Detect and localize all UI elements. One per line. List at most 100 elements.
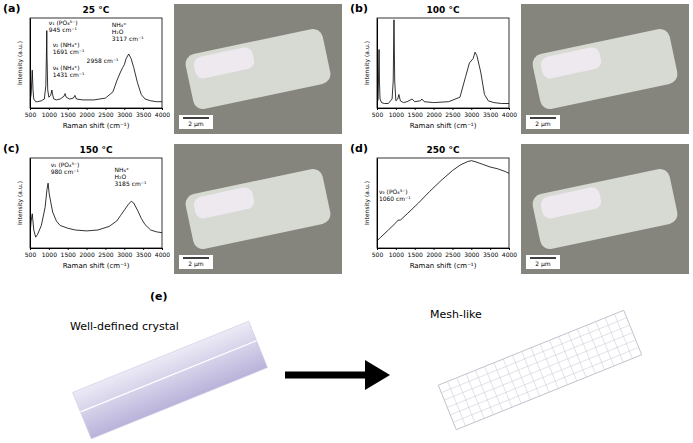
micrograph-background: [521, 4, 689, 134]
x-axis: 500 1000 15002000 2500 3000 3500 4000: [372, 248, 518, 258]
x-tick: 1500: [408, 108, 423, 118]
crystal-highlight: [539, 46, 602, 80]
x-tick-label: 2000: [426, 251, 441, 258]
y-axis-title: Intensity (a.u.): [363, 181, 371, 225]
annotation-line: 1431 cm⁻¹: [53, 71, 85, 78]
spectrum-line: [377, 161, 509, 241]
spectrum-line: [30, 183, 162, 237]
y-axis-title: Intensity (a.u.): [363, 41, 371, 85]
well-defined-crystal: [73, 321, 268, 439]
arrow-shaft: [285, 372, 368, 379]
mesh-line: [447, 333, 632, 408]
x-tick: 1000: [389, 248, 404, 258]
x-tick: 1000: [389, 108, 404, 118]
plot-area: [377, 161, 509, 241]
annotation-line: H₂O: [114, 173, 126, 180]
annotation-line: NH₄⁺: [112, 21, 127, 28]
x-axis-line: [378, 248, 510, 249]
mesh-line: [441, 318, 626, 393]
x-tick-label: 4000: [155, 251, 170, 258]
annotation-line: 3117 cm⁻¹: [112, 35, 144, 42]
annotation-line: 2958 cm⁻¹: [87, 57, 119, 64]
scale-bar: [183, 257, 209, 259]
x-tick-label: 500: [372, 251, 384, 258]
micrograph-background: [521, 144, 689, 274]
chart-title: 25 °C: [83, 5, 110, 15]
x-tick: 500: [372, 248, 384, 258]
annotation-line: ν₁ (PO₄³⁻): [49, 19, 78, 26]
annotation-line: ν₂ (NH₄⁺): [53, 41, 80, 48]
arrow-head: [365, 360, 390, 390]
peak-annotation: NH₄⁺H₂O3117 cm⁻¹: [112, 21, 144, 42]
annotation-line: 980 cm⁻¹: [51, 168, 80, 175]
x-axis-line: [31, 108, 163, 109]
y-axis-title: Intensity (a.u.): [16, 41, 24, 85]
after-label: Mesh-like: [430, 308, 482, 321]
x-tick-label: 3500: [136, 251, 151, 258]
x-tick: 2500: [98, 248, 113, 258]
x-tick-label: 1500: [61, 111, 76, 118]
x-tick: 2000: [79, 248, 94, 258]
x-axis-title: Raman shift (cm⁻¹): [63, 262, 130, 270]
peak-annotation: ν₁ (PO₄³⁻)980 cm⁻¹: [51, 161, 80, 175]
crystal-body: [73, 321, 268, 439]
plot-frame: [377, 18, 509, 108]
annotation-line: 945 cm⁻¹: [49, 26, 78, 33]
peak-annotation: ν₃ (PO₄³⁻)1060 cm⁻¹: [379, 188, 411, 202]
x-tick: 3000: [464, 248, 479, 258]
plot-frame: [30, 158, 162, 248]
crystal-body: [184, 167, 333, 251]
crystal-body: [531, 27, 680, 111]
x-tick: 3500: [136, 248, 151, 258]
x-tick-label: 3000: [464, 111, 479, 118]
micrograph: 2 μm: [521, 4, 689, 134]
plot-area: [30, 183, 162, 237]
x-tick-label: 3000: [117, 251, 132, 258]
annotation-line: 3185 cm⁻¹: [114, 180, 146, 187]
x-tick-label: 2000: [426, 111, 441, 118]
crystal-image: [531, 167, 680, 251]
schematic: (e)Well-defined crystalMesh-like: [70, 290, 642, 439]
panel-label: (a): [3, 2, 20, 15]
scale-bar-box: [179, 255, 213, 269]
x-tick-label: 4000: [502, 251, 517, 258]
x-axis-title: Raman shift (cm⁻¹): [410, 122, 477, 130]
x-tick-label: 500: [25, 251, 37, 258]
mesh-crystal: [438, 310, 641, 429]
x-tick: 2500: [445, 248, 460, 258]
x-tick-label: 2500: [98, 111, 113, 118]
chart-title: 250 °C: [426, 145, 459, 155]
x-axis: 5001000150020002500300035004000: [25, 108, 171, 118]
x-tick-label: 500: [372, 111, 384, 118]
micrograph: 2 μm: [521, 144, 689, 274]
panel-label: (e): [150, 290, 168, 303]
x-tick: 1500: [408, 248, 423, 258]
spectrum-panel: 5001000150020002500300035004000(c)150 °C…: [3, 142, 170, 270]
crystal-body: [531, 167, 680, 251]
x-tick-label: 2500: [445, 111, 460, 118]
x-tick-label: 2500: [98, 251, 113, 258]
panel-label: (b): [350, 2, 368, 15]
micrograph-background: [174, 144, 342, 274]
x-tick-label: 1000: [389, 251, 404, 258]
x-tick: 3500: [483, 248, 498, 258]
crystal-image: [531, 27, 680, 111]
peak-annotation: ν₄ (NH₄⁺)1431 cm⁻¹: [53, 64, 85, 78]
crystal-highlight: [539, 186, 602, 220]
annotation-line: ν₄ (NH₄⁺): [53, 64, 80, 71]
spectrum-panel: 5001000150020002500300035004000(b)100 °C…: [350, 2, 517, 130]
mesh-line: [453, 347, 638, 422]
chart-title: 150 °C: [79, 145, 112, 155]
x-tick-label: 4000: [502, 111, 517, 118]
x-tick-label: 1500: [408, 111, 423, 118]
x-tick: 1000: [42, 108, 57, 118]
x-axis: 5001000150020002500300035004000: [25, 248, 171, 258]
annotation-line: 1691 cm⁻¹: [53, 48, 85, 55]
crystal-body: [184, 27, 333, 111]
crystal-body: [438, 310, 641, 429]
x-axis-title: Raman shift (cm⁻¹): [63, 122, 130, 130]
panel-label: (d): [350, 142, 368, 155]
scale-bar: [530, 257, 556, 259]
spectrum-line: [377, 20, 509, 104]
x-tick: 2000: [426, 108, 441, 118]
